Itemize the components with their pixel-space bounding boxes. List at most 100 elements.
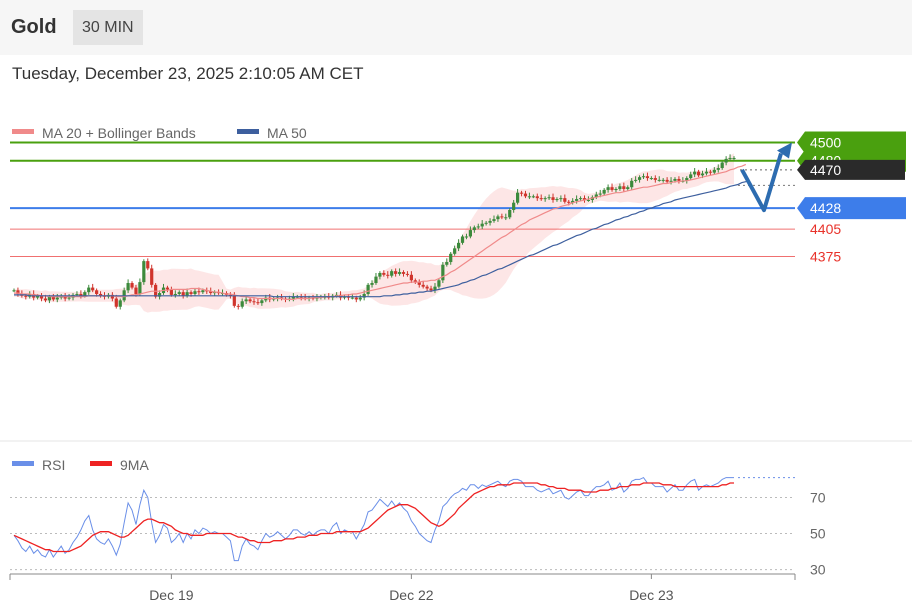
- candle-body: [429, 288, 433, 291]
- timeframe-button[interactable]: 30 MIN: [73, 10, 143, 45]
- candle-body: [598, 193, 602, 195]
- candle-body: [685, 178, 689, 181]
- candle-body: [382, 272, 386, 275]
- candle-body: [689, 174, 693, 179]
- candle-body: [543, 198, 547, 200]
- candle-body: [114, 298, 118, 307]
- candle-body: [720, 162, 724, 169]
- candle-body: [732, 157, 736, 159]
- candle-body: [677, 178, 681, 181]
- candle-body: [531, 196, 535, 198]
- rsi-tick-label: 30: [810, 562, 826, 578]
- candle-body: [456, 242, 461, 249]
- candle-body: [630, 180, 634, 188]
- legend-swatch: [237, 129, 259, 134]
- candle-body: [480, 223, 484, 227]
- rsi-tick-label: 50: [810, 526, 826, 542]
- candle-body: [142, 261, 146, 283]
- candle-body: [716, 168, 720, 170]
- candle-body: [421, 284, 425, 287]
- candle-body: [527, 196, 532, 198]
- candle-body: [67, 297, 71, 299]
- candle-body: [405, 273, 410, 275]
- candle-body: [87, 287, 91, 293]
- candle-body: [39, 295, 44, 299]
- candle-body: [582, 198, 587, 200]
- candle-body: [138, 282, 142, 294]
- candle-body: [575, 199, 579, 201]
- candle-body: [433, 286, 437, 291]
- candle-body: [496, 216, 500, 220]
- candle-body: [567, 201, 571, 203]
- candle-body: [95, 290, 99, 294]
- candle-body: [350, 297, 354, 299]
- candle-body: [193, 291, 197, 294]
- rsi-legend-label: 9MA: [120, 457, 149, 473]
- legend-label: MA 20 + Bollinger Bands: [42, 125, 196, 141]
- rsi-legend-swatch: [12, 461, 34, 466]
- candle-body: [378, 272, 382, 277]
- candle-body: [374, 276, 378, 284]
- candle-body: [468, 230, 472, 237]
- candle-body: [547, 197, 551, 199]
- ma20-line: [14, 163, 747, 300]
- rsi-ma-line: [13, 482, 734, 553]
- candle-body: [472, 227, 476, 231]
- price-tag-current: [797, 159, 905, 180]
- candle-body: [209, 291, 213, 294]
- candle-body: [484, 222, 488, 224]
- x-tick-label: Dec 22: [389, 587, 434, 603]
- candle-body: [594, 194, 598, 198]
- candle-body: [43, 298, 48, 301]
- candle-body: [708, 171, 712, 173]
- candle-body: [358, 297, 362, 300]
- legend-label: MA 50: [267, 125, 307, 141]
- candle-body: [445, 262, 449, 265]
- candle-body: [704, 171, 709, 174]
- level-label-pivot: 4428: [810, 200, 841, 216]
- candle-body: [181, 292, 185, 296]
- forecast-arrow-head: [777, 142, 792, 159]
- candle-body: [55, 297, 59, 300]
- candle-body: [370, 283, 374, 285]
- price-tag-resistance: [797, 131, 906, 154]
- candle-body: [673, 178, 677, 181]
- candle-body: [130, 283, 134, 288]
- candle-body: [712, 169, 716, 173]
- candle-body: [602, 189, 606, 194]
- rsi-legend-swatch: [90, 461, 112, 466]
- candle-body: [665, 179, 669, 182]
- candle-body: [165, 287, 170, 290]
- candle-body: [232, 295, 236, 306]
- candle-body: [197, 291, 201, 293]
- candle-body: [146, 261, 150, 269]
- candle-body: [453, 248, 457, 254]
- candle-body: [390, 271, 394, 276]
- rsi-legend-label: RSI: [42, 457, 65, 473]
- candle-body: [476, 226, 480, 228]
- x-tick-label: Dec 23: [629, 587, 674, 603]
- candle-body: [24, 295, 28, 297]
- candle-body: [508, 210, 512, 218]
- candle-body: [425, 286, 429, 289]
- candle-body: [252, 301, 256, 303]
- candle-body: [661, 179, 665, 181]
- forecast-arrow: [740, 152, 783, 213]
- candle-body: [16, 290, 20, 294]
- candle-body: [362, 293, 366, 298]
- candle-body: [657, 179, 661, 181]
- candle-body: [512, 202, 516, 211]
- candle-body: [409, 274, 413, 281]
- instrument-title: Gold: [11, 16, 57, 38]
- candle-body: [401, 272, 406, 274]
- candle-body: [634, 179, 638, 181]
- rsi-line: [13, 476, 734, 562]
- candle-body: [622, 186, 626, 190]
- candle-body: [637, 177, 642, 180]
- candle-body: [500, 216, 504, 218]
- candle-body: [118, 300, 122, 307]
- legend-swatch: [12, 129, 34, 134]
- candle-body: [366, 284, 370, 294]
- candle-body: [649, 178, 653, 180]
- candle-body: [700, 173, 705, 176]
